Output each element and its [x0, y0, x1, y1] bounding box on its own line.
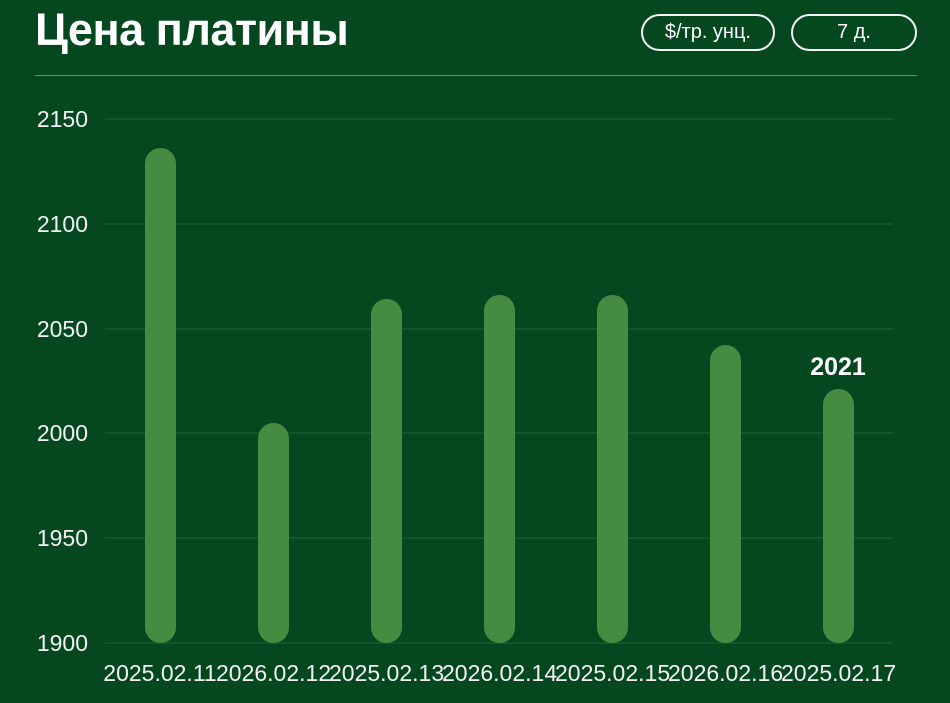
y-axis-tick-label: 1900 [36, 630, 88, 656]
header-divider [35, 75, 917, 76]
gridline [105, 222, 893, 225]
bar[interactable] [370, 299, 402, 643]
period-toggle-button[interactable]: 7 д. [791, 14, 917, 51]
bar[interactable] [257, 422, 289, 643]
bar[interactable] [822, 389, 854, 643]
x-axis-tick-label: 2026.02.14 [442, 660, 558, 686]
x-axis-tick-label: 2026.02.16 [668, 660, 784, 686]
y-axis-tick-label: 2050 [36, 315, 88, 342]
y-axis-tick-label: 1950 [36, 525, 88, 552]
last-value-label: 2021 [810, 353, 866, 382]
y-axis-tick-label: 2150 [36, 106, 88, 132]
x-axis-tick-label: 2025.02.17 [781, 660, 897, 686]
bar[interactable] [709, 345, 741, 643]
gridline [105, 642, 893, 644]
y-axis-tick-label: 2100 [36, 210, 88, 237]
x-axis-tick-label: 2026.02.12 [216, 660, 332, 686]
x-axis-tick-label: 2025.02.11 [103, 660, 217, 686]
x-axis-tick-label: 2025.02.13 [329, 660, 445, 686]
bar[interactable] [483, 295, 515, 643]
page-title: Цена платины [35, 4, 349, 55]
bar[interactable] [596, 295, 628, 643]
x-axis-tick-label: 2025.02.15 [555, 660, 671, 686]
header-controls: $/тр. унц. 7 д. [640, 14, 917, 51]
gridline [105, 118, 893, 120]
unit-toggle-button[interactable]: $/тр. унц. [640, 14, 775, 51]
y-axis-tick-label: 2000 [36, 420, 88, 447]
bar[interactable] [144, 148, 176, 643]
